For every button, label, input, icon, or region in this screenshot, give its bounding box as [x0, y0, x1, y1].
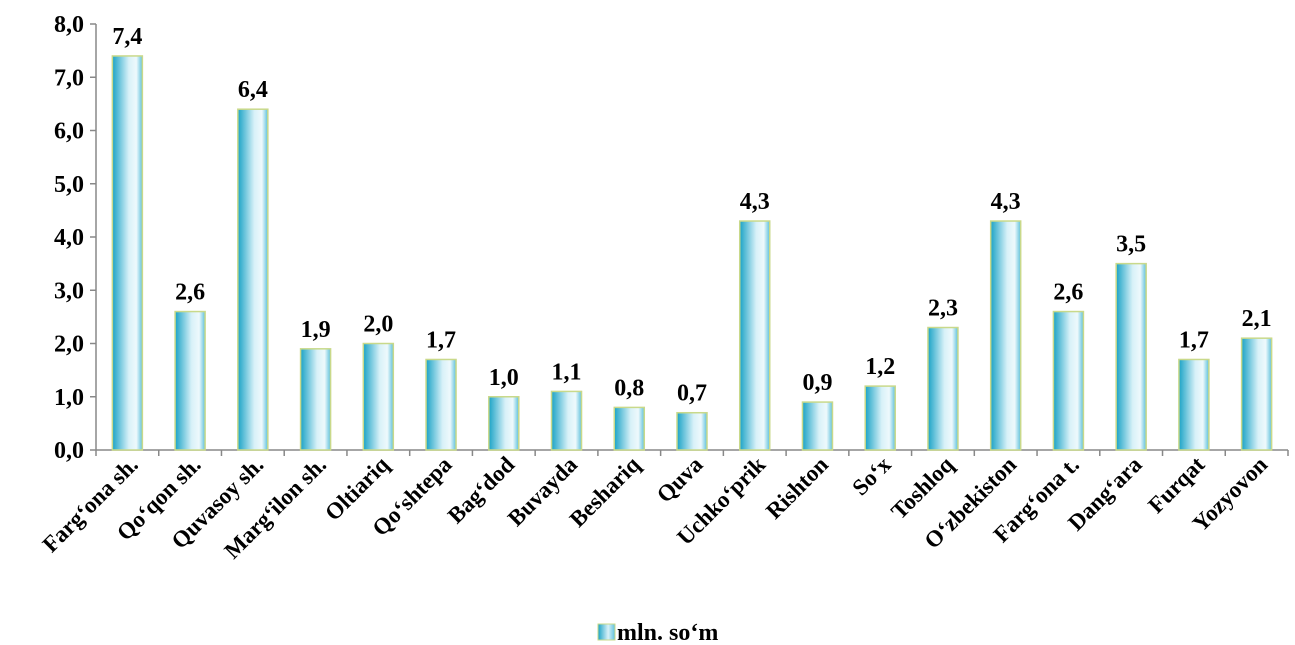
bars — [111, 55, 1273, 451]
category-label: So‘x — [847, 452, 896, 501]
bar — [1115, 262, 1147, 451]
bar — [989, 220, 1022, 451]
category-label: Beshariq — [565, 452, 645, 532]
data-label: 3,5 — [1116, 232, 1146, 258]
data-label: 0,8 — [614, 375, 644, 401]
data-labels: 7,4 2,6 6,4 1,9 2,0 1,7 1,0 1,1 0,8 0,7 4,3 0,9 1,2 2… — [112, 24, 1271, 407]
data-label: 2,3 — [928, 296, 958, 322]
data-label: 1,7 — [1179, 327, 1209, 353]
data-label: 2,0 — [363, 312, 393, 338]
bar — [1178, 358, 1210, 451]
bar — [488, 396, 520, 451]
data-label: 2,1 — [1242, 306, 1272, 332]
bar — [738, 220, 771, 451]
data-label: 1,0 — [489, 365, 519, 391]
category-label: Quva — [652, 452, 708, 508]
bar — [174, 310, 206, 451]
bar — [362, 342, 395, 451]
y-tick-label: 0,0 — [54, 438, 84, 464]
y-tick-label: 6,0 — [54, 119, 84, 145]
bar — [927, 326, 959, 451]
data-label: 0,9 — [802, 370, 832, 396]
bar — [299, 348, 332, 451]
data-label: 1,7 — [426, 327, 456, 353]
data-label: 0,7 — [677, 381, 707, 407]
y-tick-label: 5,0 — [54, 172, 84, 198]
legend-swatch — [597, 623, 616, 641]
data-label: 4,3 — [740, 189, 770, 215]
y-tick-label: 4,0 — [54, 225, 84, 251]
data-label: 1,2 — [865, 354, 895, 380]
y-tick-label: 3,0 — [54, 278, 84, 304]
data-label: 1,9 — [301, 317, 331, 343]
legend-label: mln. so‘m — [617, 620, 718, 645]
data-label: 7,4 — [112, 24, 142, 50]
y-tick-label: 7,0 — [54, 65, 84, 91]
y-tick-label: 2,0 — [54, 332, 84, 358]
bar — [425, 358, 457, 451]
category-label: Rishton — [761, 452, 833, 524]
category-labels: Farg‘ona sh.Qo‘qon sh.Quvasoy sh.Marg‘il… — [38, 452, 1273, 564]
bar — [676, 411, 708, 451]
legend: mln. so‘m — [597, 620, 718, 645]
y-tick-label: 8,0 — [54, 12, 84, 38]
bar — [237, 108, 269, 451]
bar — [613, 406, 646, 451]
data-label: 2,6 — [175, 280, 205, 306]
bar — [1052, 310, 1085, 451]
data-label: 2,6 — [1053, 280, 1083, 306]
data-label: 4,3 — [991, 189, 1021, 215]
bar — [801, 401, 834, 451]
bar — [111, 55, 144, 451]
bar — [1240, 337, 1273, 451]
data-label: 1,1 — [552, 359, 582, 385]
axes: 0,0 1,0 2,0 3,0 4,0 5,0 6,0 7,0 8,0 — [54, 12, 1289, 464]
bar — [864, 385, 896, 451]
y-tick-label: 1,0 — [54, 385, 84, 411]
bar — [550, 390, 583, 451]
data-label: 6,4 — [238, 77, 268, 103]
